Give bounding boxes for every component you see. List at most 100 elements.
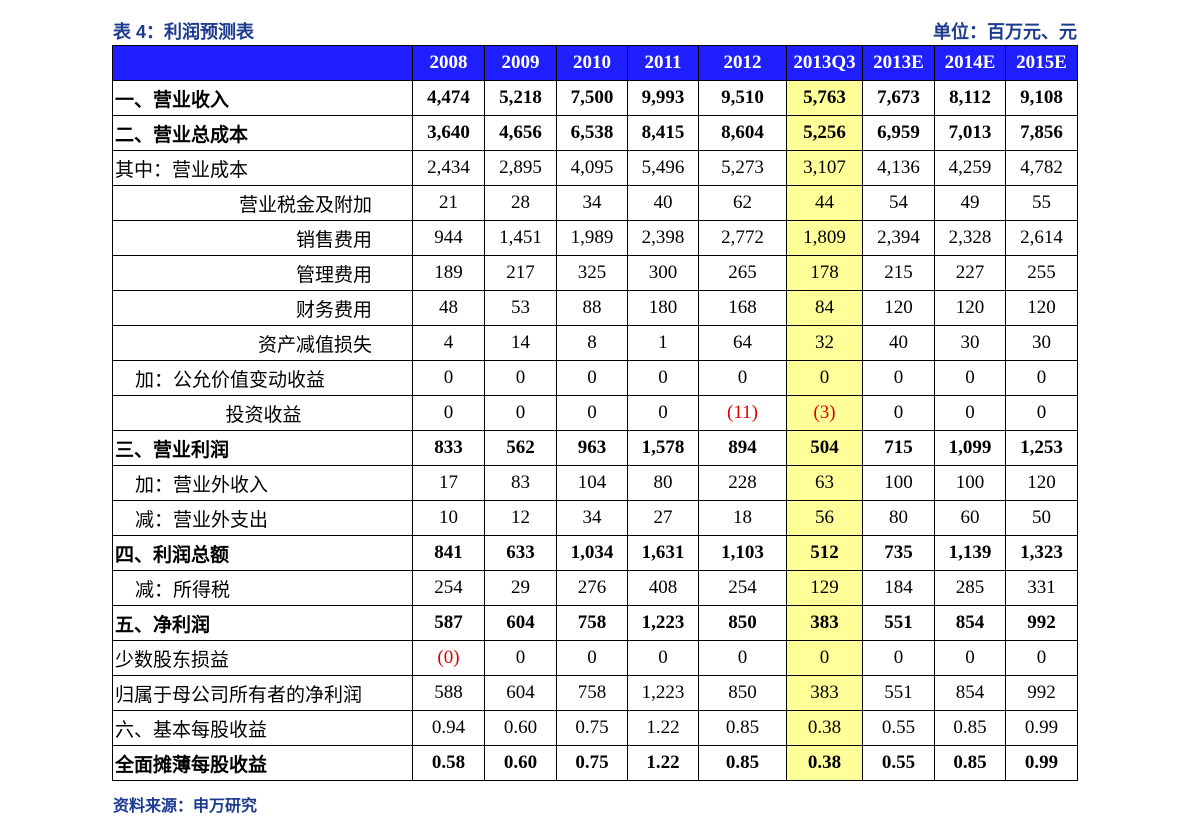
value-cell: 0.58 [412,745,485,781]
value-cell: 992 [1005,675,1078,711]
table-row: 二、营业总成本 3,640 4,656 6,538 8,415 8,604 5,256 6,9… [112,115,1078,151]
value-cell: 83 [484,465,557,501]
value-cell: 735 [862,535,935,571]
row-label: 其中：营业成本 [112,150,413,186]
value-cell: 28 [484,185,557,221]
row-label: 营业税金及附加 [112,185,413,221]
value-cell: 2,895 [484,150,557,186]
row-label: 二、营业总成本 [112,115,413,151]
value-cell: 228 [698,465,787,501]
value-cell: 0 [934,360,1006,396]
value-cell: 1 [627,325,699,361]
value-cell: 0.85 [698,710,787,746]
row-label: 归属于母公司所有者的净利润 [112,675,413,711]
value-cell: 0 [862,640,935,676]
value-cell: 9,108 [1005,80,1078,116]
value-cell: 8,604 [698,115,787,151]
row-label: 加：公允价值变动收益 [112,360,413,396]
value-cell: 7,856 [1005,115,1078,151]
value-cell: 408 [627,570,699,606]
value-cell: 758 [556,605,628,641]
value-cell: 0 [556,640,628,676]
value-cell: 0.55 [862,710,935,746]
row-label: 六、基本每股收益 [112,710,413,746]
value-cell: 4,474 [412,80,485,116]
value-cell: 5,218 [484,80,557,116]
value-cell: 0 [412,395,485,431]
table-row: 全面摊薄每股收益 0.58 0.60 0.75 1.22 0.85 0.38 0.55 0.85… [112,745,1078,781]
value-cell: 0 [862,360,935,396]
value-cell: 0 [484,640,557,676]
value-cell: 1,103 [698,535,787,571]
value-cell: 0.99 [1005,710,1078,746]
value-cell: 992 [1005,605,1078,641]
table-row: 投资收益 0 0 0 0 (11) (3) 0 0 0 [112,395,1078,431]
value-cell: 30 [1005,325,1078,361]
table-row: 三、营业利润 833 562 963 1,578 894 504 715 1,099 1,253 [112,430,1078,466]
value-cell: 0.75 [556,745,628,781]
value-cell: 2,328 [934,220,1006,256]
value-cell: 833 [412,430,485,466]
value-cell: 32 [786,325,863,361]
value-cell: 0.60 [484,745,557,781]
value-cell: 27 [627,500,699,536]
value-cell: 2,434 [412,150,485,186]
row-label: 资产减值损失 [112,325,413,361]
value-cell: 0 [862,395,935,431]
value-cell: 120 [862,290,935,326]
value-cell: 854 [934,605,1006,641]
value-cell: 0 [627,360,699,396]
value-cell: 300 [627,255,699,291]
value-cell: 633 [484,535,557,571]
value-cell: 0 [1005,640,1078,676]
value-cell: 0.38 [786,745,863,781]
value-cell: 254 [698,570,787,606]
value-cell: 715 [862,430,935,466]
value-cell: 56 [786,500,863,536]
value-cell: 88 [556,290,628,326]
value-cell: 6,538 [556,115,628,151]
value-cell: 1,631 [627,535,699,571]
value-cell: 551 [862,605,935,641]
table-row: 减：所得税 254 29 276 408 254 129 184 285 331 [112,570,1078,606]
column-header: 2011 [627,45,699,81]
column-header: 2013Q3 [786,45,863,81]
value-cell: 1,139 [934,535,1006,571]
value-cell: 0.85 [934,710,1006,746]
value-cell: 255 [1005,255,1078,291]
column-header: 2008 [412,45,485,81]
value-cell: 5,763 [786,80,863,116]
value-cell: 1,253 [1005,430,1078,466]
value-cell: (3) [786,395,863,431]
table-row: 营业税金及附加 21 28 34 40 62 44 54 49 55 [112,185,1078,221]
value-cell: 189 [412,255,485,291]
value-cell: 2,394 [862,220,935,256]
value-cell: 1,099 [934,430,1006,466]
value-cell: 512 [786,535,863,571]
value-cell: 0 [1005,395,1078,431]
column-header: 2013E [862,45,935,81]
value-cell: 34 [556,500,628,536]
value-cell: 5,273 [698,150,787,186]
column-header: 2014E [934,45,1006,81]
value-cell: 34 [556,185,628,221]
value-cell: 0 [412,360,485,396]
value-cell: 850 [698,605,787,641]
value-cell: 854 [934,675,1006,711]
value-cell: 168 [698,290,787,326]
value-cell: 4,259 [934,150,1006,186]
value-cell: 587 [412,605,485,641]
table-row: 加：公允价值变动收益 0 0 0 0 0 0 0 0 0 [112,360,1078,396]
value-cell: 1,323 [1005,535,1078,571]
value-cell: 1,223 [627,675,699,711]
table-row: 减：营业外支出 10 12 34 27 18 56 80 60 50 [112,500,1078,536]
value-cell: 17 [412,465,485,501]
value-cell: 49 [934,185,1006,221]
value-cell: 0.99 [1005,745,1078,781]
table-title: 表 4：利润预测表 [113,22,255,42]
value-cell: 0 [786,640,863,676]
value-cell: 53 [484,290,557,326]
value-cell: 1,989 [556,220,628,256]
column-header: 2009 [484,45,557,81]
value-cell: 1,809 [786,220,863,256]
